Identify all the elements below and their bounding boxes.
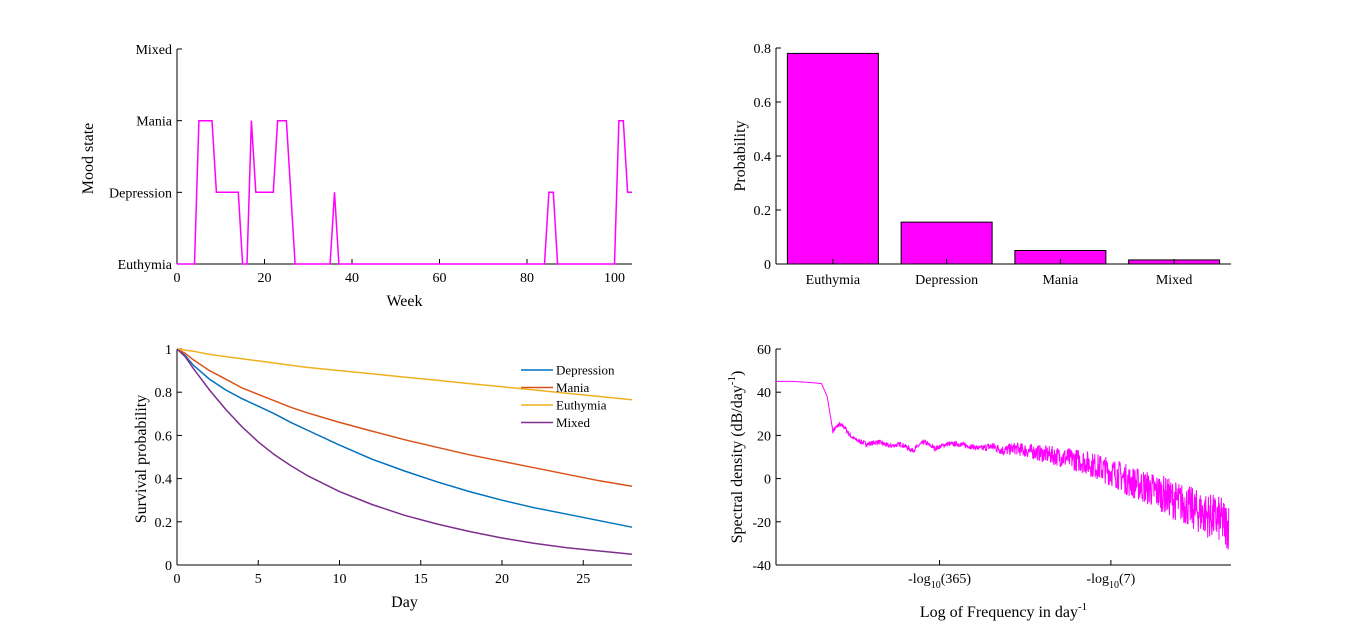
legend-label: Mixed bbox=[556, 415, 590, 430]
x-tick-label: 20 bbox=[258, 271, 272, 286]
x-tick-label: 10 bbox=[333, 572, 347, 587]
survival-probability-plot: 0 5 10 15 20 25 0 0.2 0.4 0.6 0.8 1 Depression Mania E… bbox=[133, 343, 633, 611]
y-tick-label: 0.2 bbox=[754, 204, 772, 219]
y-tick-label: -20 bbox=[752, 516, 771, 531]
survival-curve-mixed bbox=[176, 348, 633, 555]
y-tick-label: 0.8 bbox=[155, 386, 173, 401]
state-probability-bar-chart: 0 0.2 0.4 0.6 0.8 Euthymia Depression Mania Mixe… bbox=[732, 42, 1231, 288]
x-tick-label: 100 bbox=[604, 271, 625, 286]
x-tick-label: Mixed bbox=[1156, 273, 1193, 288]
y-tick-label: 0 bbox=[764, 258, 771, 273]
y-tick-label: 0.6 bbox=[754, 96, 772, 111]
y-tick-label: 0.2 bbox=[155, 516, 173, 531]
y-axis-label: Spectral density (dB/day-1) bbox=[726, 371, 746, 544]
legend-label: Depression bbox=[556, 363, 615, 378]
y-tick-label: 0 bbox=[165, 559, 172, 574]
legend-label: Euthymia bbox=[556, 398, 607, 413]
x-axis-label: Week bbox=[386, 293, 422, 310]
y-tick-label: 0.4 bbox=[754, 150, 772, 165]
mood-state-line bbox=[177, 119, 632, 265]
y-tick-label: 0.6 bbox=[155, 429, 173, 444]
y-tick-label: 0.4 bbox=[155, 473, 173, 488]
x-tick-label: 20 bbox=[495, 572, 509, 587]
survival-curve-depression bbox=[176, 348, 633, 528]
bar-euthymia bbox=[786, 52, 879, 265]
x-axis-label: Log of Frequency in day-1 bbox=[920, 601, 1087, 621]
y-tick-label: 60 bbox=[757, 343, 771, 358]
x-axis-label: Day bbox=[391, 594, 418, 611]
y-tick-label: 1 bbox=[165, 343, 172, 358]
x-tick-label: Mania bbox=[1042, 273, 1079, 288]
bar-depression bbox=[900, 221, 993, 265]
y-tick-label: 40 bbox=[757, 386, 771, 401]
y-tick-label: 20 bbox=[757, 429, 771, 444]
legend-label: Mania bbox=[556, 380, 589, 395]
x-tick-label: -log10(365) bbox=[908, 572, 971, 591]
x-tick-label: 80 bbox=[520, 271, 534, 286]
spectral-density-line bbox=[776, 380, 1230, 550]
x-tick-label: 25 bbox=[576, 572, 590, 587]
y-axis-label: Probability bbox=[732, 120, 749, 191]
y-tick-label: -40 bbox=[752, 559, 771, 574]
y-tick-label: Depression bbox=[109, 186, 172, 201]
survival-curve-mania bbox=[176, 348, 633, 487]
y-tick-label: Mixed bbox=[135, 43, 172, 58]
survival-curve-euthymia bbox=[176, 348, 633, 401]
x-tick-label: Euthymia bbox=[806, 273, 861, 288]
x-tick-label: 5 bbox=[255, 572, 262, 587]
spectral-density-plot: -40 -20 0 20 40 60 -log10(365) -log10(7) Log of … bbox=[726, 343, 1231, 621]
x-tick-label: -log10(7) bbox=[1086, 572, 1135, 591]
x-tick-label: 0 bbox=[174, 271, 181, 286]
x-tick-label: 40 bbox=[345, 271, 359, 286]
y-axis-label: Survival probability bbox=[133, 395, 150, 523]
y-tick-label: 0.8 bbox=[754, 42, 772, 57]
x-tick-label: 15 bbox=[414, 572, 428, 587]
mood-state-plot: 0 20 40 60 80 100 Euthymia Depression Mania Mixed… bbox=[80, 43, 632, 310]
y-tick-label: 0 bbox=[764, 473, 771, 488]
x-tick-label: Depression bbox=[915, 273, 978, 288]
y-tick-label: Mania bbox=[136, 115, 173, 130]
x-tick-label: 0 bbox=[174, 572, 181, 587]
y-axis-label: Mood state bbox=[80, 123, 97, 195]
y-tick-label: Euthymia bbox=[118, 258, 173, 273]
x-tick-label: 60 bbox=[433, 271, 447, 286]
